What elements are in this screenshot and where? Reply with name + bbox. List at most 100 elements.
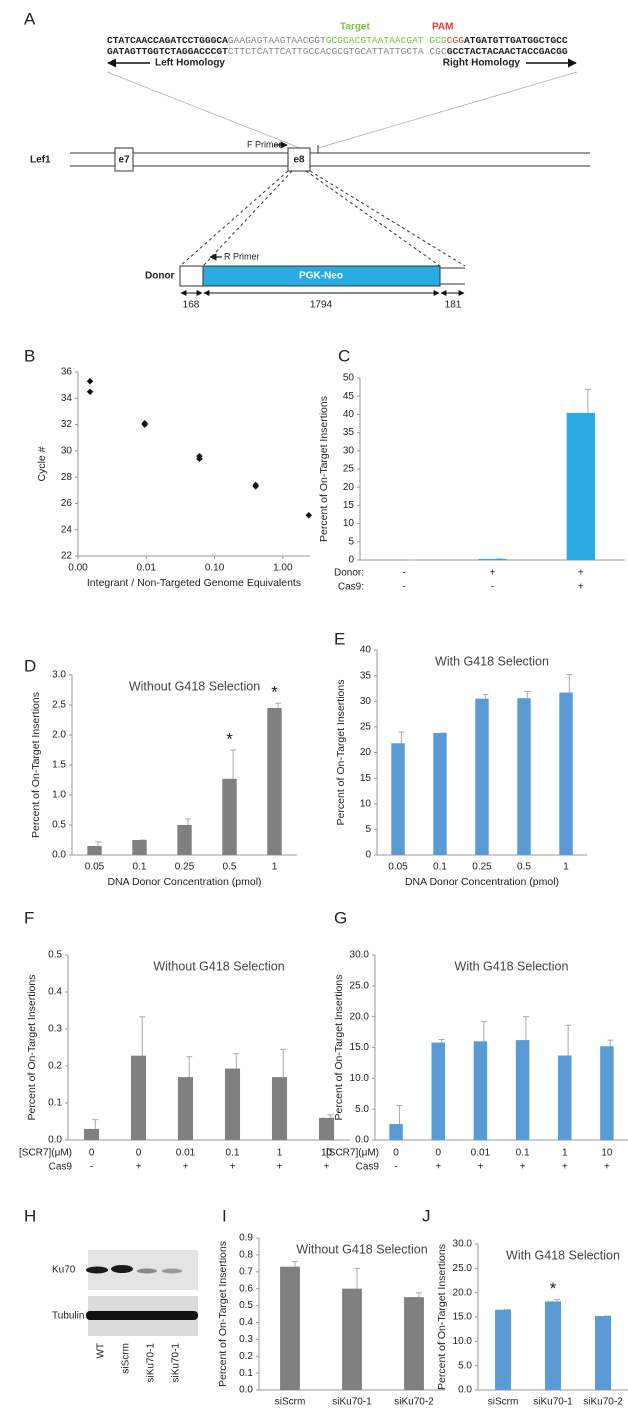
x-tick-label: 0.00	[68, 563, 88, 574]
y-tick-label: 0.0	[239, 1385, 253, 1396]
y-tick-label: 45	[343, 391, 355, 402]
x-tick-label: siKu70-2	[583, 1397, 623, 1408]
dashed-line	[306, 171, 440, 266]
y-tick-label: 25.0	[453, 1263, 473, 1274]
y-axis-label: Percent of On-Target Insertions	[26, 975, 38, 1121]
y-tick-label: 5	[365, 824, 371, 835]
y-tick-label: 0.3	[239, 1334, 253, 1345]
row-label: [SCR7](μM)	[326, 1148, 379, 1159]
x-tick-label: 0.05	[85, 862, 105, 873]
bar	[600, 1046, 613, 1140]
y-tick-label: 0.5	[52, 820, 66, 831]
right-homology: Right Homology	[443, 58, 521, 69]
lane-label: siKu70-1	[171, 1343, 182, 1383]
y-tick-label: 0.1	[239, 1368, 253, 1379]
x-tick-label: +	[562, 1162, 568, 1173]
y-tick-label: 1.0	[52, 790, 66, 801]
x-tick-label: 0.01	[137, 563, 157, 574]
seq-seg: GCG	[424, 35, 447, 46]
bar	[132, 840, 146, 855]
bar	[225, 1069, 240, 1140]
x-tick-label: +	[183, 1162, 189, 1173]
bar	[545, 1301, 561, 1390]
y-tick-label: 2.0	[52, 730, 66, 741]
y-tick-label: 0.2	[239, 1351, 253, 1362]
x-tick-label: 1	[277, 1148, 283, 1159]
y-tick-label: 3.0	[52, 670, 66, 681]
x-tick-label: +	[477, 1162, 483, 1173]
y-tick-label: 40	[343, 409, 355, 420]
x-axis-label: DNA Donor Concentration (pmol)	[107, 876, 261, 888]
panel-label: D	[24, 656, 36, 675]
panel-h: H Ku70 Tubulin WT siScrm siKu70-1 siKu70…	[24, 1206, 198, 1382]
y-tick-label: 0.0	[52, 850, 66, 861]
y-axis-label: Percent of On-Target Insertions	[30, 692, 42, 838]
y-tick-label: 20	[360, 747, 372, 758]
bar	[495, 1310, 511, 1390]
x-tick-label: 0.10	[205, 563, 225, 574]
y-axis-label: Percent of On-Target Insertions	[318, 396, 330, 542]
y-axis-label: Cycle #	[36, 446, 48, 481]
y-tick-label: 15	[360, 773, 372, 784]
x-tick-label: 1	[272, 862, 278, 873]
guide-line	[107, 72, 300, 148]
y-tick-label: 0.5	[48, 950, 62, 961]
y-tick-label: 20	[343, 482, 355, 493]
x-tick-label: 0.1	[133, 862, 147, 873]
y-tick-label: 30.0	[350, 950, 370, 961]
x-tick-label: siKu70-2	[394, 1397, 434, 1408]
y-tick-label: 30	[61, 445, 73, 456]
band	[111, 1265, 133, 1273]
bar	[478, 559, 506, 560]
f-primer: F Primer	[247, 139, 282, 149]
exon-label: e7	[118, 155, 130, 166]
bar	[280, 1267, 300, 1390]
bar	[433, 733, 446, 855]
y-axis-label: Percent of On-Target Insertions	[335, 680, 347, 826]
seq-seg: ATGATGTTGATGGCTGCC	[464, 35, 568, 46]
x-tick-label: 0.1	[226, 1148, 240, 1159]
y-tick-label: 22	[61, 551, 73, 562]
y-tick-label: 0.0	[48, 1135, 62, 1146]
panel-label: B	[24, 346, 35, 365]
x-tick-label: +	[435, 1162, 441, 1173]
bar	[272, 1077, 287, 1140]
significance-mark: *	[226, 729, 233, 748]
y-tick-label: 25	[343, 464, 355, 475]
y-axis-label: Percent of On-Target Insertions	[436, 1244, 448, 1390]
y-tick-label: 0.8	[239, 1250, 253, 1261]
bar	[516, 1040, 529, 1140]
gene-label: Lef1	[30, 155, 51, 166]
exon-label: e8	[293, 155, 305, 166]
x-tick-label: 1.00	[273, 563, 293, 574]
x-tick-label: +	[324, 1162, 330, 1173]
y-tick-label: 0	[348, 555, 354, 566]
row-label: Donor:	[334, 568, 364, 579]
y-tick-label: 0.5	[239, 1300, 253, 1311]
y-tick-label: 30	[343, 445, 355, 456]
homology-arm	[180, 266, 203, 286]
guide-line	[318, 72, 577, 148]
point	[306, 512, 313, 519]
x-tick-label: +	[490, 568, 496, 579]
bar	[391, 743, 404, 855]
y-tick-label: 0.4	[239, 1317, 253, 1328]
x-tick-label: 1	[562, 1148, 568, 1159]
sequence-top: CTATCAACCAGATCCTGGGCAGAAGAGTAAGTAACGGTGC…	[107, 35, 568, 46]
y-tick-label: 5.0	[355, 1104, 369, 1115]
y-tick-label: 30.0	[453, 1239, 473, 1250]
band	[86, 1267, 108, 1274]
y-axis-label: Percent of On-Target Insertions	[217, 1241, 229, 1387]
panel-label: C	[338, 346, 350, 365]
bar	[178, 1077, 193, 1140]
x-tick-label: +	[277, 1162, 283, 1173]
significance-mark: *	[271, 683, 278, 702]
length-label: 1794	[310, 300, 333, 311]
bar	[567, 413, 595, 560]
x-tick-label: +	[578, 582, 584, 593]
y-tick-label: 0.7	[239, 1266, 253, 1277]
chart-title: Without G418 Selection	[296, 1242, 427, 1256]
y-tick-label: 0.4	[48, 987, 62, 998]
y-axis-label: Percent of On-Target Insertions	[333, 975, 345, 1121]
x-tick-label: 0	[393, 1148, 399, 1159]
